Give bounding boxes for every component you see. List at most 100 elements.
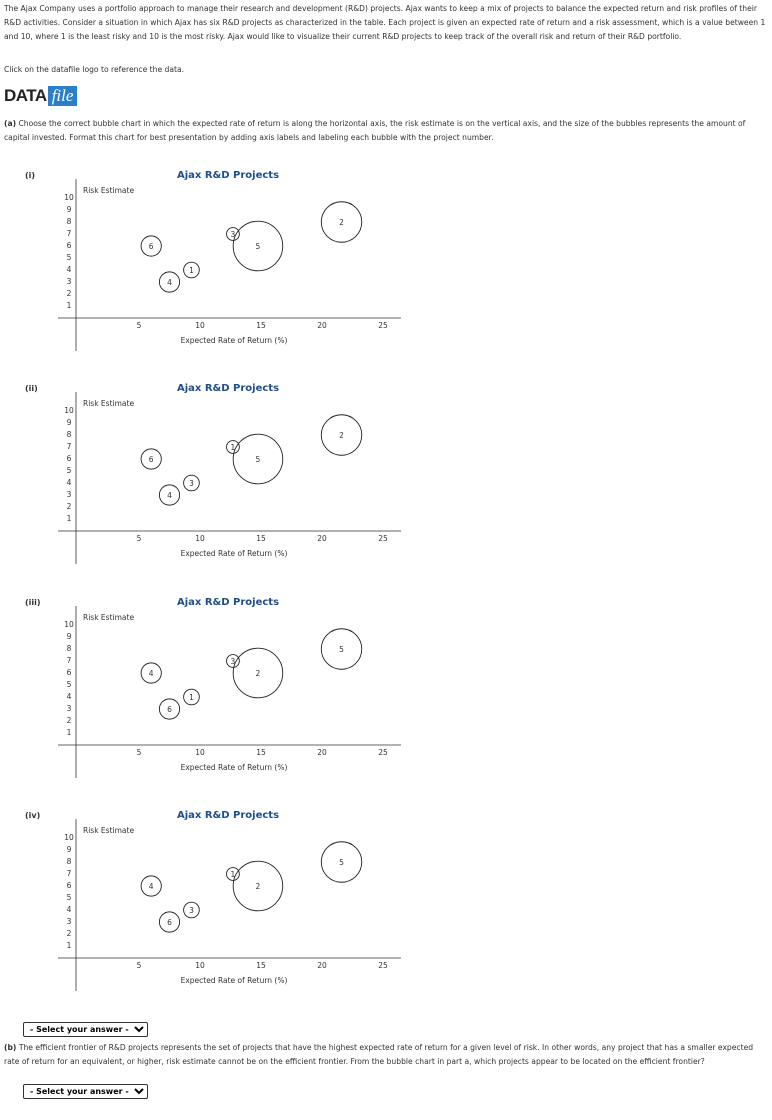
- y-tick-label: 6: [67, 881, 72, 890]
- part-a-text: Choose the correct bubble chart in which…: [4, 119, 746, 142]
- bubble-label: 3: [189, 479, 194, 488]
- x-tick-label: 10: [195, 321, 205, 330]
- x-axis-label: Expected Rate of Return (%): [181, 976, 288, 985]
- x-tick-label: 10: [195, 748, 205, 757]
- option-label: (ii): [25, 384, 38, 394]
- bubble: [232, 647, 284, 698]
- bubble-label: 3: [231, 230, 236, 239]
- y-tick-label: 10: [64, 833, 74, 842]
- bubble: [232, 860, 284, 912]
- bubble-label: 6: [149, 455, 154, 464]
- y-tick-label: 8: [67, 217, 72, 226]
- y-axis-label: Risk Estimate: [83, 399, 134, 408]
- bubble-label: 6: [149, 242, 154, 251]
- y-tick-label: 2: [67, 289, 72, 298]
- part-a-label: (a): [4, 119, 17, 128]
- bubble-label: 3: [231, 657, 236, 666]
- y-tick-label: 8: [67, 857, 72, 866]
- bubble: [183, 901, 200, 919]
- bubble: [140, 448, 162, 470]
- y-tick-label: 10: [64, 193, 74, 202]
- x-tick-label: 5: [137, 321, 142, 330]
- y-tick-label: 5: [67, 253, 72, 262]
- y-tick-label: 3: [67, 704, 72, 713]
- y-tick-label: 7: [67, 229, 72, 238]
- part-a: (a) Choose the correct bubble chart in w…: [4, 117, 770, 145]
- bubble: [183, 688, 200, 705]
- bubble-label: 2: [339, 218, 344, 227]
- x-tick-label: 20: [317, 748, 327, 757]
- bubble-label: 6: [167, 918, 172, 927]
- bubble: [140, 875, 162, 897]
- x-tick-label: 5: [137, 534, 142, 543]
- x-tick-label: 10: [195, 534, 205, 543]
- bubble: [232, 434, 284, 485]
- y-tick-label: 1: [67, 301, 72, 310]
- x-tick-label: 15: [256, 961, 266, 970]
- y-tick-label: 3: [67, 277, 72, 286]
- datafile-logo[interactable]: DATA file: [4, 86, 78, 106]
- y-tick-label: 7: [67, 656, 72, 665]
- x-tick-label: 20: [317, 534, 327, 543]
- bubble-label: 4: [149, 882, 154, 891]
- bubble-label: 1: [189, 266, 194, 275]
- chart-title: Ajax R&D Projects: [177, 383, 279, 394]
- y-tick-label: 2: [67, 502, 72, 511]
- bubble-label: 2: [256, 669, 261, 678]
- chart-title: Ajax R&D Projects: [177, 597, 279, 608]
- bubble-label: 4: [149, 669, 154, 678]
- bubble: [183, 475, 200, 492]
- y-tick-label: 10: [64, 620, 74, 629]
- bubble: [226, 440, 240, 455]
- logo-data: DATA: [4, 86, 47, 105]
- y-tick-label: 9: [67, 845, 72, 854]
- x-tick-label: 25: [378, 748, 388, 757]
- bubble: [320, 627, 363, 670]
- y-tick-label: 1: [67, 941, 72, 950]
- y-tick-label: 3: [67, 490, 72, 499]
- bubble: [226, 653, 240, 668]
- option-label: (iii): [25, 597, 41, 607]
- x-tick-label: 15: [256, 321, 266, 330]
- bubble: [226, 227, 240, 241]
- x-tick-label: 5: [137, 748, 142, 757]
- bubble: [320, 414, 363, 456]
- y-tick-label: 4: [67, 478, 72, 487]
- y-tick-label: 9: [67, 418, 72, 427]
- bubble-label: 1: [189, 693, 194, 702]
- y-tick-label: 5: [67, 466, 72, 475]
- x-tick-label: 25: [378, 321, 388, 330]
- answer-select-a[interactable]: - Select your answer -: [23, 1022, 148, 1037]
- y-tick-label: 6: [67, 454, 72, 463]
- y-tick-label: 5: [67, 893, 72, 902]
- bubble: [140, 235, 162, 257]
- bubble-label: 5: [339, 858, 344, 867]
- bubble-label: 1: [231, 443, 236, 452]
- x-axis-label: Expected Rate of Return (%): [181, 336, 288, 345]
- x-tick-label: 20: [317, 961, 327, 970]
- y-tick-label: 8: [67, 430, 72, 439]
- y-axis-label: Risk Estimate: [83, 826, 134, 835]
- bubble-chart: Ajax R&D Projects Risk Estimate Expected R…: [58, 597, 401, 778]
- y-tick-label: 6: [67, 241, 72, 250]
- answer-select-b[interactable]: - Select your answer -: [23, 1084, 148, 1099]
- bubble-chart: Ajax R&D Projects Risk Estimate Expected R…: [58, 810, 401, 991]
- y-tick-label: 5: [67, 680, 72, 689]
- y-tick-label: 1: [67, 514, 72, 523]
- intro: The Ajax Company uses a portfolio approa…: [4, 4, 766, 41]
- x-tick-label: 15: [256, 748, 266, 757]
- logo-file: file: [47, 86, 78, 106]
- x-tick-label: 10: [195, 961, 205, 970]
- x-tick-label: 15: [256, 534, 266, 543]
- x-tick-label: 25: [378, 961, 388, 970]
- bubble-label: 3: [189, 906, 194, 915]
- bubble: [320, 201, 363, 243]
- bubble: [158, 271, 181, 293]
- bubble: [158, 484, 181, 506]
- bubble-label: 6: [167, 705, 172, 714]
- click-note: Click on the datafile logo to reference …: [4, 65, 185, 74]
- bubble-label: 2: [256, 882, 261, 891]
- bubble-label: 1: [231, 870, 236, 879]
- y-tick-label: 7: [67, 869, 72, 878]
